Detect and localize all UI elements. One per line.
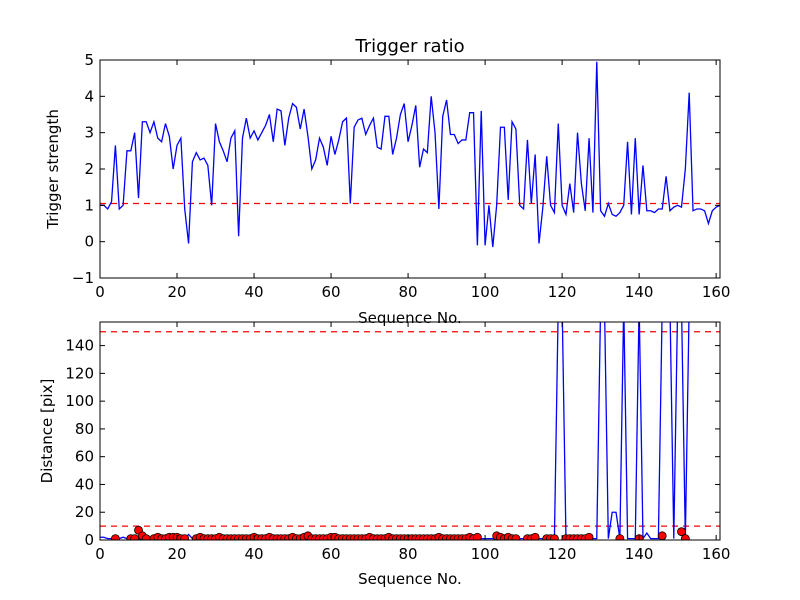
y-tick-label: 3 [84,124,94,142]
y-tick-label: 140 [65,337,94,355]
x-tick-label: 40 [244,545,263,563]
y-tick-label: 120 [65,364,94,382]
trigger-ratio-chart: Trigger ratio Trigger strength Sequence … [44,36,730,327]
x-tick-label: 20 [167,283,186,301]
y-axis-ticks: 0 20 40 60 80 100 120 140 [65,337,720,549]
x-tick-label: 100 [471,283,500,301]
y-tick-label: 100 [65,392,94,410]
x-tick-label: 80 [399,283,418,301]
data-point-marker [511,534,521,540]
data-point-marker [657,531,667,540]
data-point-marker [530,532,540,540]
y-tick-label: 0 [84,531,94,549]
data-point-marker [677,527,686,537]
threshold-line-group [100,331,720,527]
y-tick-label: −1 [72,269,94,287]
x-tick-label: 120 [548,283,577,301]
data-point-marker [615,534,625,540]
data-point-marker [180,534,190,540]
y-tick-label: 20 [75,503,94,521]
x-axis-label: Sequence No. [358,309,462,327]
series-line [100,61,720,248]
x-tick-label: 160 [702,283,731,301]
y-axis-label: Trigger strength [44,109,62,230]
y-tick-label: 80 [75,420,94,438]
x-tick-label: 60 [322,545,341,563]
y-tick-label: 40 [75,475,94,493]
y-tick-label: 5 [84,51,94,69]
data-point-marker [130,534,140,540]
x-axis-ticks: 0 20 40 60 80 100 120 140 160 [95,60,730,301]
x-axis-ticks: 0 20 40 60 80 100 120 140 160 [95,322,730,563]
data-point-marker [111,534,120,540]
y-axis-label: Distance [pix] [38,379,56,484]
y-tick-label: 0 [84,233,94,251]
y-tick-label: 60 [75,448,94,466]
x-tick-label: 40 [244,283,263,301]
data-point-marker [584,532,594,540]
data-point-marker [472,532,482,540]
x-tick-label: 140 [625,545,654,563]
x-tick-label: 80 [399,545,418,563]
x-tick-label: 100 [471,545,500,563]
x-tick-label: 120 [548,545,577,563]
y-tick-label: 2 [84,160,94,178]
x-tick-label: 0 [95,545,105,563]
x-tick-label: 20 [167,545,186,563]
x-axis-label: Sequence No. [358,570,462,588]
data-point-marker [680,534,690,540]
y-axis-ticks: −1 0 1 2 3 4 5 [72,51,720,287]
x-tick-label: 0 [95,283,105,301]
plot-frame [99,321,721,541]
x-tick-label: 140 [625,283,654,301]
y-tick-label: 1 [84,196,94,214]
data-point-marker [550,534,559,540]
x-tick-label: 160 [702,545,731,563]
chart-title: Trigger ratio [354,36,464,57]
x-tick-label: 60 [322,283,341,301]
y-tick-label: 4 [84,87,94,105]
distance-chart: Distance [pix] Sequence No. 0 20 40 60 80 100… [38,321,730,588]
plot-area [100,61,720,248]
